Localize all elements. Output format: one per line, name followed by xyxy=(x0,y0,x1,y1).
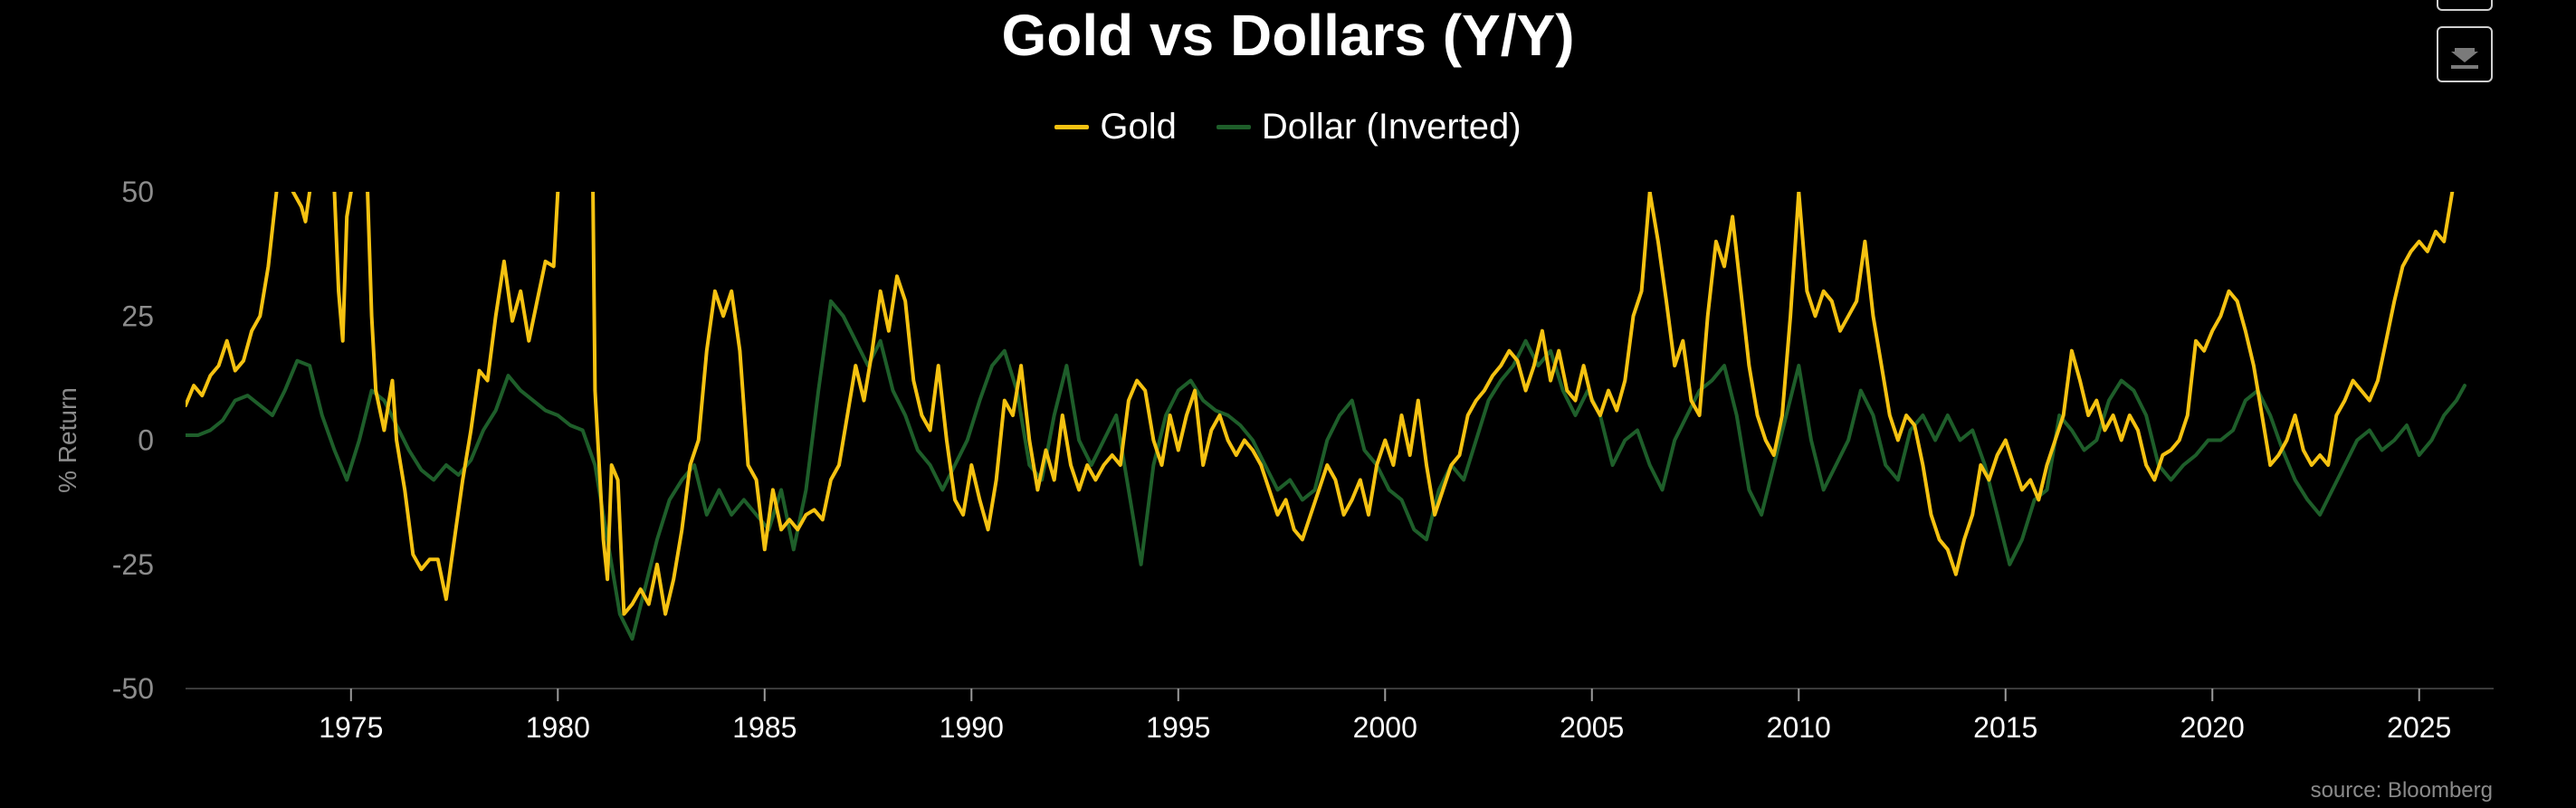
download-icon xyxy=(2451,48,2478,69)
chart-title: Gold vs Dollars (Y/Y) xyxy=(1001,3,1575,68)
x-tick-label: 1985 xyxy=(732,711,797,744)
x-tick-label: 2025 xyxy=(2387,711,2451,744)
legend-label-gold: Gold xyxy=(1100,107,1177,147)
chart-menu-button[interactable] xyxy=(2437,0,2493,11)
x-tick-label: 2020 xyxy=(2180,711,2245,744)
series-line-dollar xyxy=(186,299,2466,642)
chart-legend: Gold Dollar (Inverted) xyxy=(0,107,2576,147)
x-tick-label: 1975 xyxy=(319,711,383,744)
legend-item-gold[interactable]: Gold xyxy=(1054,107,1177,147)
y-axis-label: % Return xyxy=(53,387,81,493)
x-tick-label: 1990 xyxy=(940,711,1004,744)
y-tick-label: 50 xyxy=(121,176,154,208)
source-note: source: Bloomberg xyxy=(2310,778,2493,803)
x-tick-label: 2000 xyxy=(1353,711,1417,744)
legend-item-dollar[interactable]: Dollar (Inverted) xyxy=(1216,107,1522,147)
y-tick-label: 0 xyxy=(138,424,154,457)
series-line-gold xyxy=(186,192,2455,616)
x-tick-label: 1995 xyxy=(1146,711,1210,744)
x-tick-label: 2015 xyxy=(1973,711,2037,744)
legend-label-dollar: Dollar (Inverted) xyxy=(1261,107,1522,147)
x-tick-label: 1980 xyxy=(526,711,590,744)
y-tick-label: -50 xyxy=(112,672,154,705)
x-tick-label: 2010 xyxy=(1767,711,1831,744)
x-tick-label: 2005 xyxy=(1560,711,1624,744)
y-tick-label: -25 xyxy=(112,548,154,581)
legend-swatch-gold xyxy=(1054,125,1090,129)
y-tick-label: 25 xyxy=(121,299,154,332)
legend-swatch-dollar xyxy=(1216,125,1251,129)
download-button[interactable] xyxy=(2437,26,2493,82)
